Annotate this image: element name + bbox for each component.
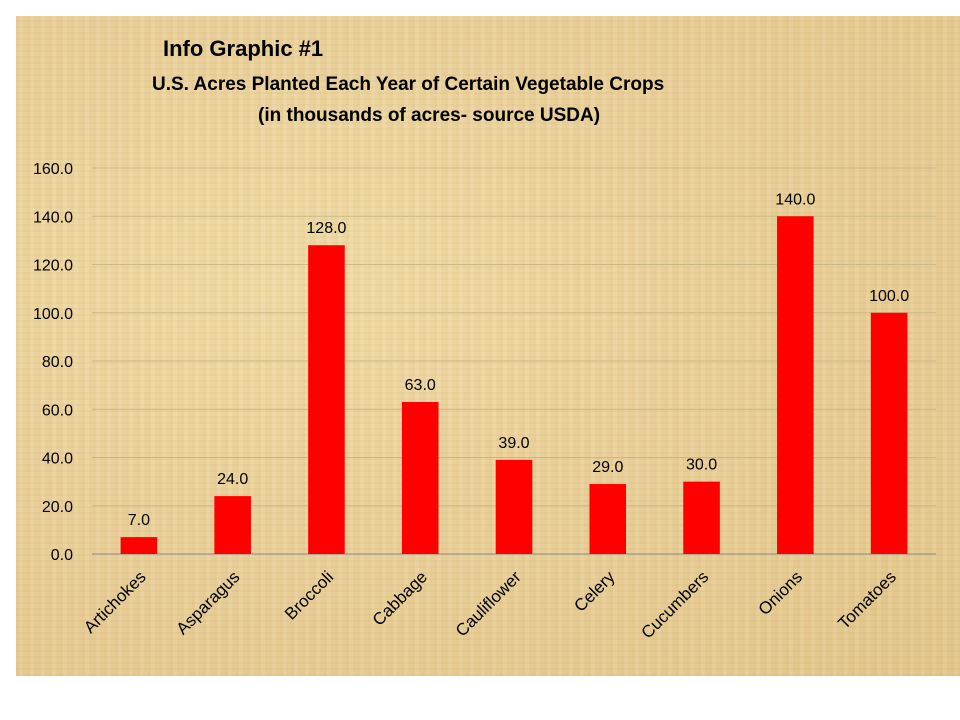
x-category-label: Celery [570,567,619,616]
x-category-label: Cabbage [369,567,431,629]
data-label: 63.0 [405,377,436,394]
y-tick-label: 140.0 [33,209,73,226]
x-category-label: Onions [755,567,807,619]
data-labels: 7.0 24.0 128.0 63.0 39.0 29.0 30.0 140.0 100.0 [128,191,909,529]
x-category-label: Cauliflower [452,567,525,640]
y-tick-label: 80.0 [42,354,73,371]
data-label: 24.0 [217,471,248,488]
y-axis-ticks: 0.0 20.0 40.0 60.0 80.0 100.0 120.0 140.0 160.0 [33,161,73,564]
x-category-label: Tomatoes [834,567,900,633]
bar-celery [589,484,627,554]
x-category-label: Asparagus [173,567,244,638]
data-label: 140.0 [775,191,815,208]
bar-onions [777,216,814,554]
data-label: 7.0 [128,512,150,529]
page-title: Info Graphic #1 [163,36,324,61]
bar-tomatoes [870,312,908,554]
y-tick-label: 40.0 [42,451,73,468]
y-tick-label: 120.0 [33,258,73,275]
x-axis-labels: Artichokes Asparagus Broccoli Cabbage Caulif… [80,567,900,642]
bar-cabbage [401,402,439,554]
bar-artichokes [120,537,158,554]
data-label: 100.0 [869,288,909,305]
bar-cucumbers [683,481,720,554]
chart-title: U.S. Acres Planted Each Year of Certain … [152,74,665,95]
x-category-label: Cucumbers [637,567,712,642]
y-tick-label: 0.0 [51,547,73,564]
y-tick-label: 60.0 [42,402,73,419]
bar-broccoli [308,245,345,554]
bar-cauliflower [495,459,533,554]
data-label: 128.0 [306,220,346,237]
data-label: 29.0 [592,459,623,476]
x-category-label: Broccoli [281,567,337,623]
y-tick-label: 100.0 [33,306,73,323]
bar-asparagus [214,496,251,554]
data-label: 30.0 [686,457,717,474]
chart-subtitle: (in thousands of acres- source USDA) [258,105,601,126]
bars [120,216,908,554]
x-category-label: Artichokes [80,567,150,637]
y-tick-label: 20.0 [42,499,73,516]
data-label: 39.0 [498,435,529,452]
y-tick-label: 160.0 [33,161,73,178]
